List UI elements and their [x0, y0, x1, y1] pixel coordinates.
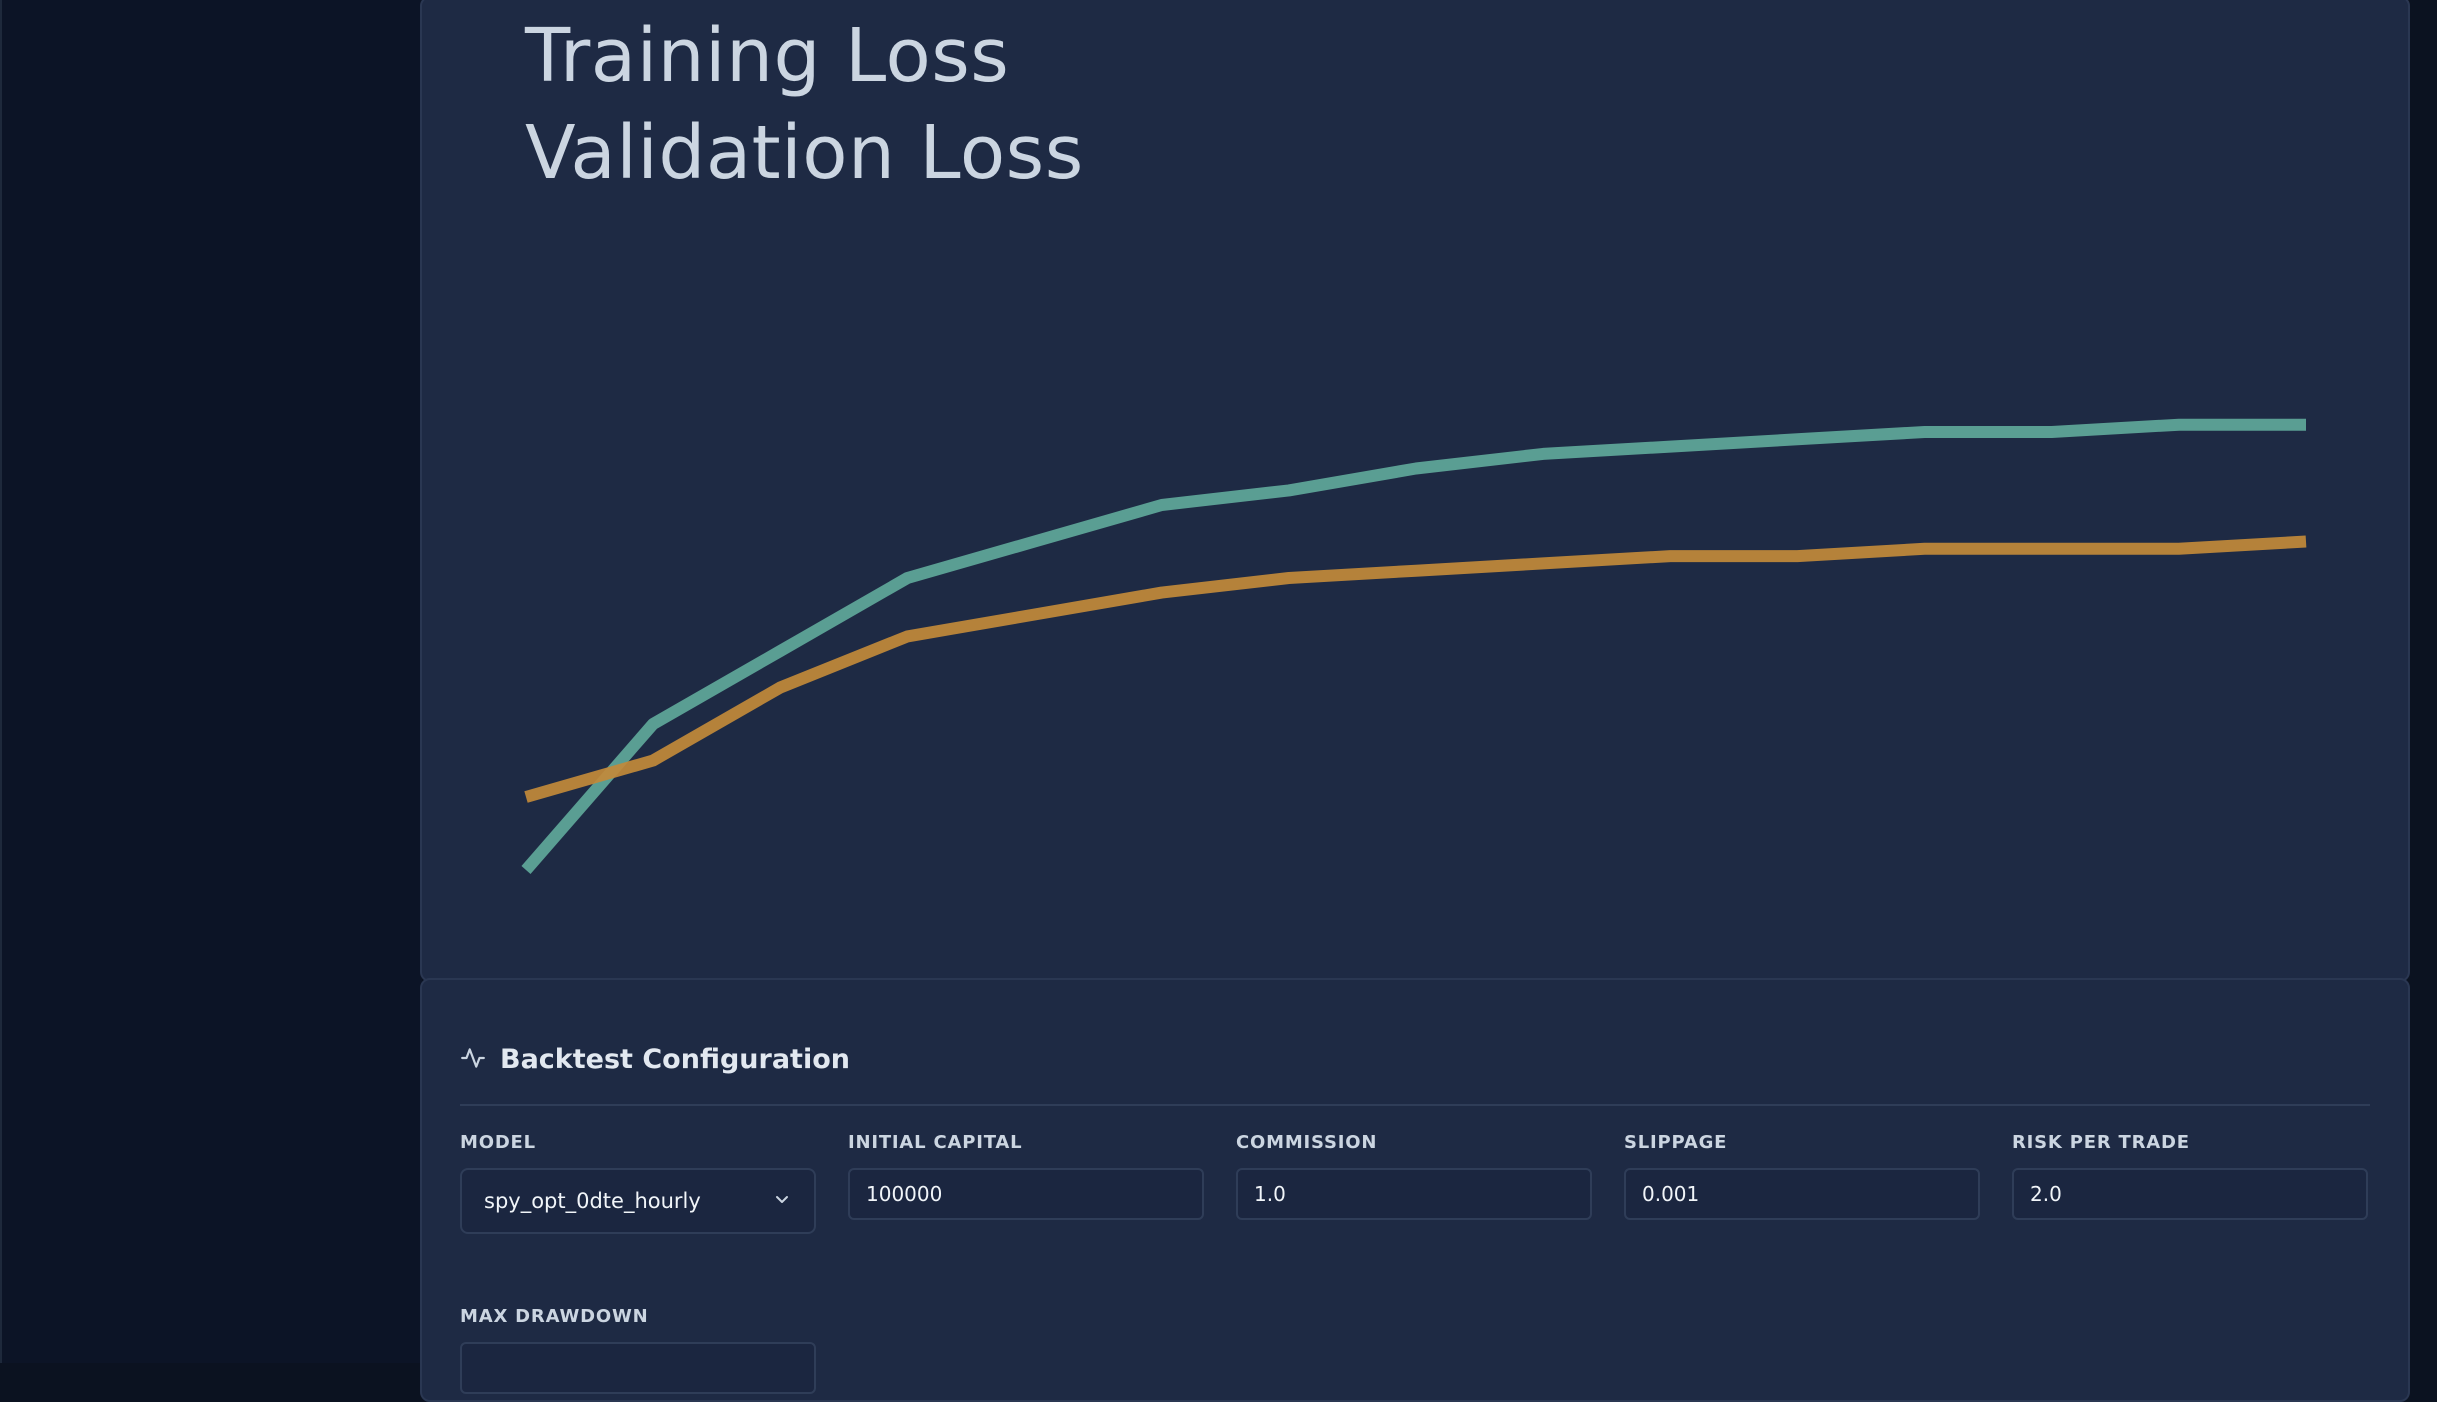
backtest-config-title: Backtest Configuration	[500, 1044, 850, 1075]
chart-legend: Training Loss Validation Loss	[525, 8, 1084, 202]
legend-training-loss: Training Loss	[525, 13, 1010, 99]
risk-per-trade-label: RISK PER TRADE	[2012, 1132, 2190, 1153]
backtest-config-card: Backtest Configuration MODEL spy_opt_0dt…	[420, 978, 2410, 1402]
loss-chart	[521, 418, 2307, 874]
series-line-training-loss	[521, 418, 2306, 874]
max-drawdown-input[interactable]	[460, 1342, 816, 1394]
model-field: MODEL spy_opt_0dte_hourly	[460, 1132, 816, 1234]
series-line-validation-loss	[524, 535, 2307, 803]
model-select-value: spy_opt_0dte_hourly	[484, 1189, 701, 1213]
initial-capital-field: INITIAL CAPITAL 100000	[848, 1132, 1204, 1220]
model-label: MODEL	[460, 1132, 536, 1153]
initial-capital-label: INITIAL CAPITAL	[848, 1132, 1023, 1153]
legend-validation-loss: Validation Loss	[525, 110, 1084, 196]
slippage-input[interactable]: 0.001	[1624, 1168, 1980, 1220]
loss-chart-card: Training Loss Validation Loss	[420, 0, 2410, 982]
commission-label: COMMISSION	[1236, 1132, 1378, 1153]
slippage-label: SLIPPAGE	[1624, 1132, 1728, 1153]
initial-capital-input[interactable]: 100000	[848, 1168, 1204, 1220]
max-drawdown-field: MAX DRAWDOWN	[460, 1306, 816, 1394]
model-select[interactable]: spy_opt_0dte_hourly	[460, 1168, 816, 1234]
commission-field: COMMISSION 1.0	[1236, 1132, 1592, 1220]
activity-icon	[460, 1045, 486, 1075]
sidebar	[0, 0, 422, 1363]
slippage-field: SLIPPAGE 0.001	[1624, 1132, 1980, 1220]
chevron-down-icon	[772, 1189, 792, 1214]
risk-per-trade-field: RISK PER TRADE 2.0	[2012, 1132, 2368, 1220]
backtest-config-header: Backtest Configuration	[460, 1044, 850, 1075]
commission-input[interactable]: 1.0	[1236, 1168, 1592, 1220]
max-drawdown-label: MAX DRAWDOWN	[460, 1306, 649, 1327]
risk-per-trade-input[interactable]: 2.0	[2012, 1168, 2368, 1220]
divider	[460, 1104, 2370, 1106]
